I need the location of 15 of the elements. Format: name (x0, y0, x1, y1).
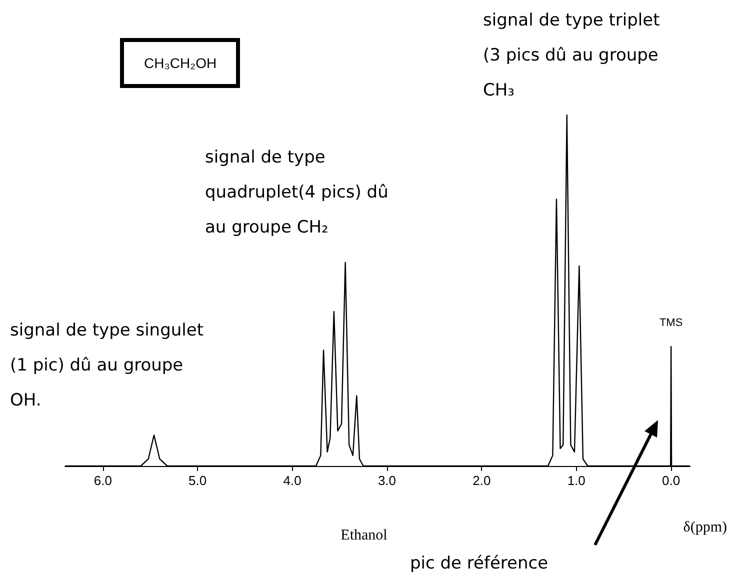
text: Ethanol (340, 528, 388, 544)
text: signal de type triplet (3 pics dû au groupe CH₃ (483, 10, 666, 100)
chart-title: CH₃CH₂OH (144, 55, 217, 71)
x-axis-title: δ(ppm) (683, 520, 727, 536)
annotation: signal de type quadruplet(4 pics) dû au groupe CH₂ (205, 148, 394, 238)
x-tick-label: 2.0 (472, 473, 491, 488)
x-tick-label: 6.0 (94, 473, 112, 488)
x-tick-label: 5.0 (188, 473, 207, 488)
annotation: signal de type singulet (1 pic) dû au groupe OH. (10, 320, 209, 410)
x-tick-label: 0.0 (662, 473, 680, 488)
text: pic de référence (410, 554, 548, 574)
x-tick-label: 3.0 (378, 473, 396, 488)
x-tick-label: 1.0 (567, 473, 586, 488)
annotation: TMS (659, 317, 683, 330)
x-tick-label: 4.0 (283, 473, 302, 488)
